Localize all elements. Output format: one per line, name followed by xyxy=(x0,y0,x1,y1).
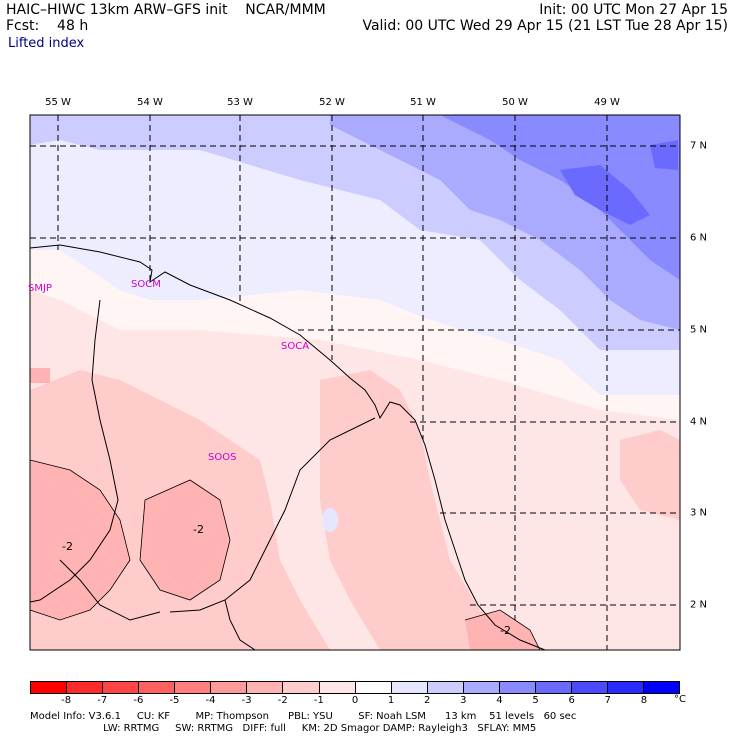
field-name: Lifted index xyxy=(8,36,85,51)
colorbar-tick: -5 xyxy=(169,695,180,706)
station-label: SOCM xyxy=(131,279,161,290)
colorbar-segment xyxy=(644,682,680,693)
field-band-4-5-north xyxy=(650,140,678,170)
colorbar-segment xyxy=(31,682,68,693)
colorbar-tick: -7 xyxy=(97,695,108,706)
coastlines xyxy=(29,244,546,651)
station-label: SOOS xyxy=(208,452,237,463)
contour-label: -2 xyxy=(62,540,73,553)
colorbar-tick: -2 xyxy=(277,695,288,706)
field-band-3-4 xyxy=(440,115,680,280)
field-band-4-5 xyxy=(560,165,650,225)
colorbar-segment xyxy=(139,682,176,693)
lat-label: 5 N xyxy=(690,324,708,336)
colorbar-segment xyxy=(211,682,248,693)
map-frame xyxy=(29,114,681,651)
lon-label: 53 W xyxy=(227,97,253,108)
colorbar-tick: 2 xyxy=(424,695,431,706)
colorbar-tick: 7 xyxy=(604,695,611,706)
colorbar-segment xyxy=(499,682,536,693)
field-band-neg2-neg3-centre xyxy=(140,480,230,600)
colorbar-segment xyxy=(535,682,572,693)
colorbar-tick: 5 xyxy=(532,695,539,706)
colorbar-segment xyxy=(319,682,356,693)
lat-label: 7 N xyxy=(690,140,708,152)
colorbar-segment xyxy=(355,682,392,693)
colorbar-tick: 6 xyxy=(568,695,575,706)
lat-label: 6 N xyxy=(690,232,708,244)
colorbar-segment xyxy=(571,682,608,693)
lat-label: 3 N xyxy=(690,507,708,519)
lon-label: 50 W xyxy=(502,97,528,108)
model-title: HAIC–HIWC 13km ARW–GFS init NCAR/MMM xyxy=(6,2,326,18)
lon-label: 54 W xyxy=(137,97,163,108)
border-suriname-guyana xyxy=(29,299,119,603)
colorbar-segment xyxy=(391,682,428,693)
field-band-neg1-neg2-central xyxy=(320,370,520,650)
lat-label: 2 N xyxy=(690,599,708,611)
colorbar-tick: -8 xyxy=(61,695,72,706)
forecast-hour: Fcst: 48 h xyxy=(6,18,89,34)
coastline-north xyxy=(29,244,546,651)
colorbar xyxy=(30,681,680,694)
colorbar-tick: 3 xyxy=(460,695,467,706)
lon-label: 52 W xyxy=(319,97,345,108)
colorbar-tick: 4 xyxy=(496,695,503,706)
colorbar-unit: °C xyxy=(674,694,686,705)
contour-line-west xyxy=(29,459,131,621)
station-label: SMJP xyxy=(28,283,52,294)
colorbar-tick: 8 xyxy=(640,695,648,706)
contour-label: -2 xyxy=(193,523,204,536)
border-suriname-french-guiana xyxy=(169,417,376,613)
colorbar-segment xyxy=(67,682,104,693)
colorbar-tick: -1 xyxy=(313,695,324,706)
station-label: SOCA xyxy=(281,341,310,352)
colorbar-tick: -6 xyxy=(133,695,144,706)
colorbar-segment xyxy=(283,682,320,693)
colorbar-tick: 1 xyxy=(387,695,395,706)
colorbar-segment xyxy=(463,682,500,693)
valid-time: Valid: 00 UTC Wed 29 Apr 15 (21 LST Tue … xyxy=(362,18,728,34)
colorbar-segment xyxy=(427,682,464,693)
colorbar-segment xyxy=(175,682,212,693)
colorbar-tick: -3 xyxy=(241,695,252,706)
field-spot-blue xyxy=(322,508,338,532)
lon-label: 55 W xyxy=(45,97,71,108)
colorbar-tick: -4 xyxy=(205,695,216,706)
model-info-line1: Model Info: V3.6.1 CU: KF MP: Thompson P… xyxy=(30,711,577,722)
colorbar-segment xyxy=(247,682,284,693)
colorbar-segment xyxy=(608,682,645,693)
colorbar-tick: 0 xyxy=(351,695,359,706)
border-interior xyxy=(59,559,161,621)
init-time: Init: 00 UTC Mon 27 Apr 15 xyxy=(539,2,728,18)
field-spot-red xyxy=(30,368,50,383)
graticule xyxy=(30,115,680,650)
lat-label: 4 N xyxy=(690,416,708,428)
border-southwest xyxy=(224,599,256,651)
field-band-white xyxy=(30,250,680,420)
field-band-neg2-neg3-west xyxy=(30,460,130,620)
lon-label: 49 W xyxy=(594,97,620,108)
model-info-line2: LW: RRTMG SW: RRTMG DIFF: full KM: 2D Sm… xyxy=(30,723,537,734)
lon-label: 51 W xyxy=(410,97,436,108)
contour-line-centre xyxy=(139,479,231,601)
contour-label: -2 xyxy=(500,624,511,637)
colorbar-segment xyxy=(103,682,140,693)
field-band-neg1-neg2-east xyxy=(620,430,680,520)
